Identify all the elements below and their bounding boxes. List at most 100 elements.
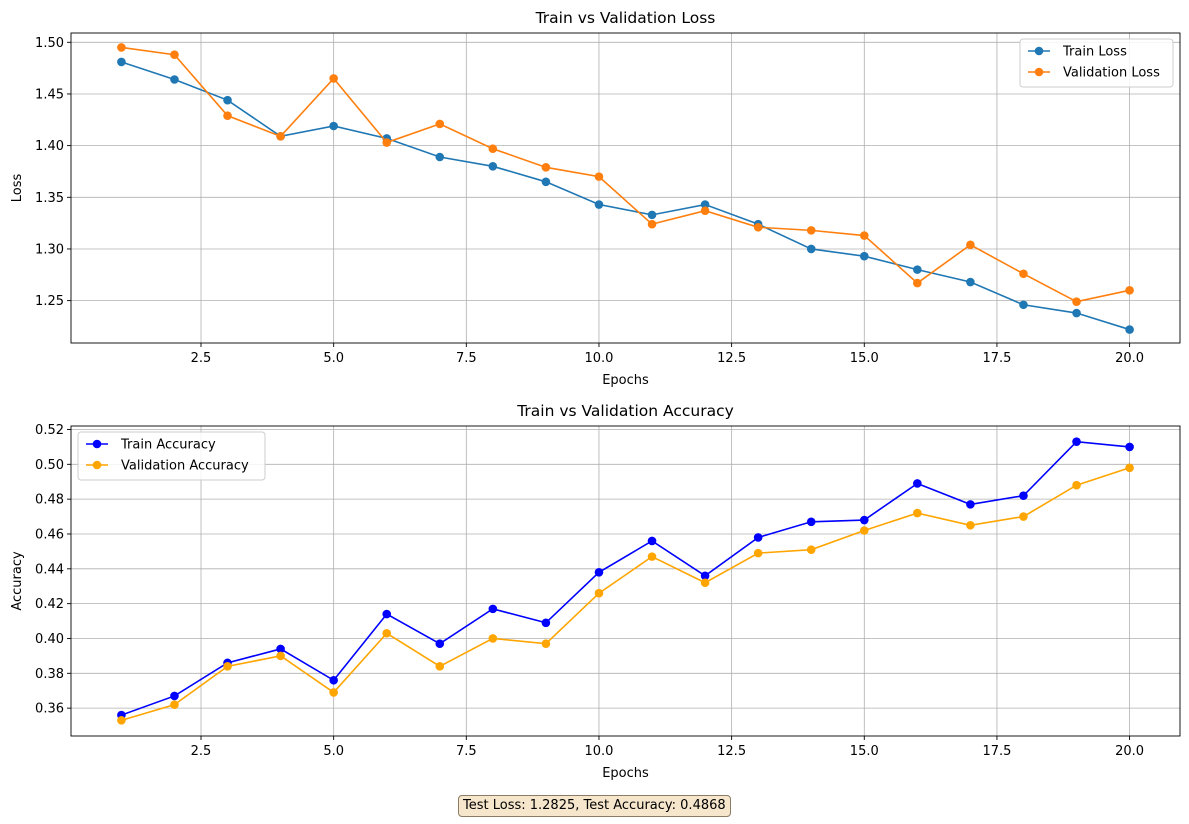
legend-label: Train Loss: [1062, 45, 1127, 60]
data-point: [647, 552, 657, 561]
x-tick-label: 2.5: [191, 351, 212, 366]
x-tick-label: 5.0: [323, 744, 344, 759]
chart-panel-1: 2.5 5.0 7.5 10.0 12.5 15.0 17.5 20.0 1.25 1.30 1.3…: [10, 9, 1181, 388]
axes-frame: [70, 425, 1181, 737]
data-point: [753, 533, 763, 542]
legend-label: Validation Accuracy: [121, 459, 249, 474]
series-line-1: [121, 61, 1130, 331]
y-tick-label: 0.40: [35, 632, 64, 647]
x-tick-label: 17.5: [982, 744, 1011, 759]
data-point: [1125, 463, 1134, 473]
y-tick-label: 1.50: [35, 36, 64, 51]
data-point: [276, 651, 285, 661]
y-tick-label: 1.30: [35, 242, 64, 257]
data-point: [966, 277, 975, 287]
data-point: [170, 700, 179, 709]
data-point: [647, 210, 657, 220]
x-tick-label: 10.0: [584, 744, 613, 759]
data-point: [647, 536, 657, 546]
legend-marker: [92, 460, 102, 470]
data-point: [1019, 300, 1028, 310]
data-point: [1019, 269, 1028, 279]
data-point: [170, 50, 179, 59]
data-point: [329, 74, 338, 83]
data-point: [913, 278, 922, 288]
data-point: [859, 526, 869, 535]
data-point: [859, 251, 869, 261]
y-tick-label: 0.42: [35, 597, 64, 612]
data-point: [700, 578, 710, 588]
data-point: [594, 172, 604, 181]
data-point: [382, 138, 392, 147]
chart-title: Train vs Validation Loss: [535, 9, 716, 27]
data-point: [117, 43, 126, 52]
data-point: [1072, 480, 1081, 490]
data-point: [806, 545, 816, 554]
series-line-1: [121, 440, 1130, 716]
data-point: [117, 57, 126, 67]
data-point: [753, 222, 763, 232]
y-tick-label: 0.44: [35, 562, 64, 577]
data-point: [382, 628, 392, 638]
data-point: [329, 675, 338, 685]
data-point: [700, 200, 710, 209]
data-point: [913, 479, 922, 488]
data-point: [541, 177, 551, 187]
data-point: [1125, 325, 1134, 334]
y-tick-label: 1.45: [35, 87, 64, 102]
legend: Train Loss Validation Loss: [1019, 38, 1174, 88]
data-point: [170, 691, 179, 701]
data-point: [859, 515, 869, 525]
data-point: [541, 163, 551, 172]
x-tick-label: 12.5: [717, 351, 746, 366]
data-point: [541, 639, 551, 648]
x-tick-label: 10.0: [584, 351, 613, 366]
data-point: [329, 121, 338, 131]
x-axis-label: Epochs: [602, 373, 649, 388]
data-point: [594, 588, 604, 598]
y-tick-label: 1.25: [35, 294, 64, 309]
data-point: [276, 644, 285, 654]
chart-title: Train vs Validation Accuracy: [516, 402, 734, 420]
data-point: [170, 75, 179, 84]
data-point: [541, 618, 551, 628]
data-point: [1072, 308, 1081, 318]
series-line-2: [121, 46, 1130, 303]
axes-frame: [70, 32, 1181, 344]
data-point: [913, 265, 922, 274]
x-tick-label: 12.5: [717, 744, 746, 759]
data-point: [700, 571, 710, 581]
series-line-2: [121, 467, 1130, 722]
data-point: [700, 206, 710, 216]
data-point: [859, 231, 869, 240]
data-point: [594, 200, 604, 209]
legend-marker: [1034, 67, 1044, 77]
data-point: [806, 244, 816, 254]
legend-marker: [92, 439, 102, 449]
y-tick-label: 0.36: [35, 702, 64, 717]
test-metrics-text: Test Loss: 1.2825, Test Accuracy: 0.4868: [463, 798, 726, 813]
data-point: [966, 520, 975, 530]
x-tick-label: 7.5: [456, 351, 477, 366]
legend-label: Validation Loss: [1063, 66, 1160, 81]
data-point: [966, 500, 975, 509]
x-tick-label: 2.5: [191, 744, 212, 759]
data-point: [223, 111, 232, 120]
data-point: [435, 662, 445, 671]
y-tick-label: 0.48: [35, 493, 64, 508]
data-point: [382, 609, 392, 619]
y-tick-label: 0.46: [35, 527, 64, 542]
data-point: [488, 634, 498, 643]
data-point: [1072, 297, 1081, 306]
data-point: [329, 688, 338, 697]
data-point: [806, 517, 816, 527]
data-point: [435, 152, 445, 162]
data-point: [1125, 442, 1134, 452]
x-tick-label: 17.5: [982, 351, 1011, 366]
x-tick-label: 20.0: [1115, 744, 1144, 759]
data-point: [435, 119, 445, 129]
data-point: [913, 508, 922, 518]
data-point: [435, 639, 445, 648]
y-tick-label: 1.40: [35, 139, 64, 154]
